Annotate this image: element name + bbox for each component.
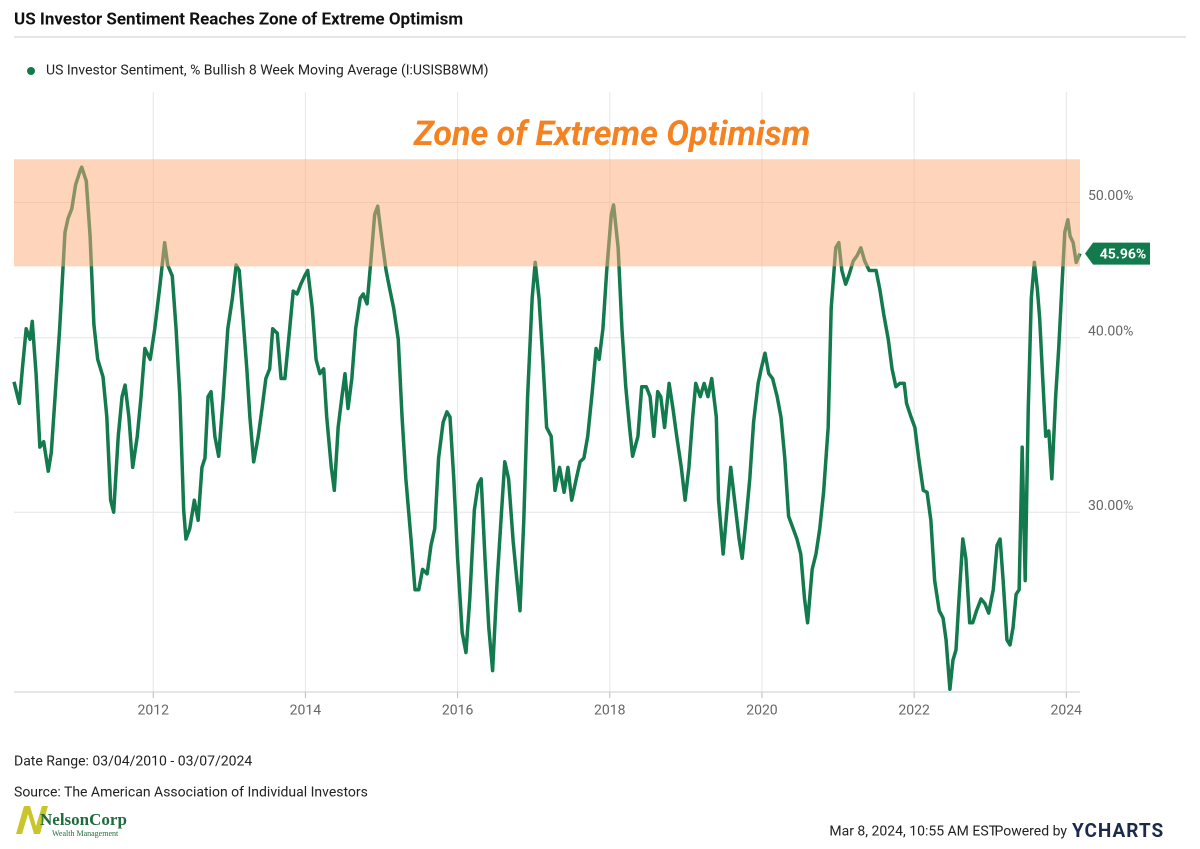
- zone-annotation: Zone of Extreme Optimism: [413, 114, 811, 154]
- y-tick-label: 30.00%: [1088, 498, 1133, 514]
- x-tick-label: 2012: [137, 703, 169, 719]
- legend-label: US Investor Sentiment, % Bullish 8 Week …: [46, 63, 489, 79]
- plot-area: 30.00% 40.00% 50.00% 2012 2014 2016 2018 2020 20…: [12, 92, 1150, 719]
- powered-by: Powered by: [995, 824, 1068, 840]
- x-tick-label: 2016: [442, 703, 474, 719]
- value-label-box: [1085, 242, 1150, 265]
- logo-tagline: Wealth Management: [52, 829, 119, 838]
- x-tick-label: 2020: [746, 703, 778, 719]
- x-tick-label: 2018: [594, 703, 626, 719]
- logo-name: NelsonCorp: [40, 810, 127, 829]
- chart-title: US Investor Sentiment Reaches Zone of Ex…: [14, 9, 463, 29]
- brand: YCHARTS: [1072, 819, 1164, 842]
- y-tick-label: 40.00%: [1088, 323, 1133, 339]
- source: Source: The American Association of Indi…: [14, 785, 368, 801]
- date-range: Date Range: 03/04/2010 - 03/07/2024: [14, 754, 252, 770]
- y-tick-label: 50.00%: [1088, 188, 1133, 204]
- x-tick-label: 2024: [1051, 703, 1083, 719]
- timestamp: Mar 8, 2024, 10:55 AM EST: [829, 824, 997, 840]
- logo-mark: [16, 806, 48, 834]
- legend-marker: [27, 67, 35, 75]
- x-tick-label: 2014: [290, 703, 322, 719]
- series-line: [12, 165, 1082, 692]
- value-label: 45.96%: [1100, 246, 1147, 262]
- x-tick-label: 2022: [898, 703, 930, 719]
- zone-band: [14, 159, 1080, 267]
